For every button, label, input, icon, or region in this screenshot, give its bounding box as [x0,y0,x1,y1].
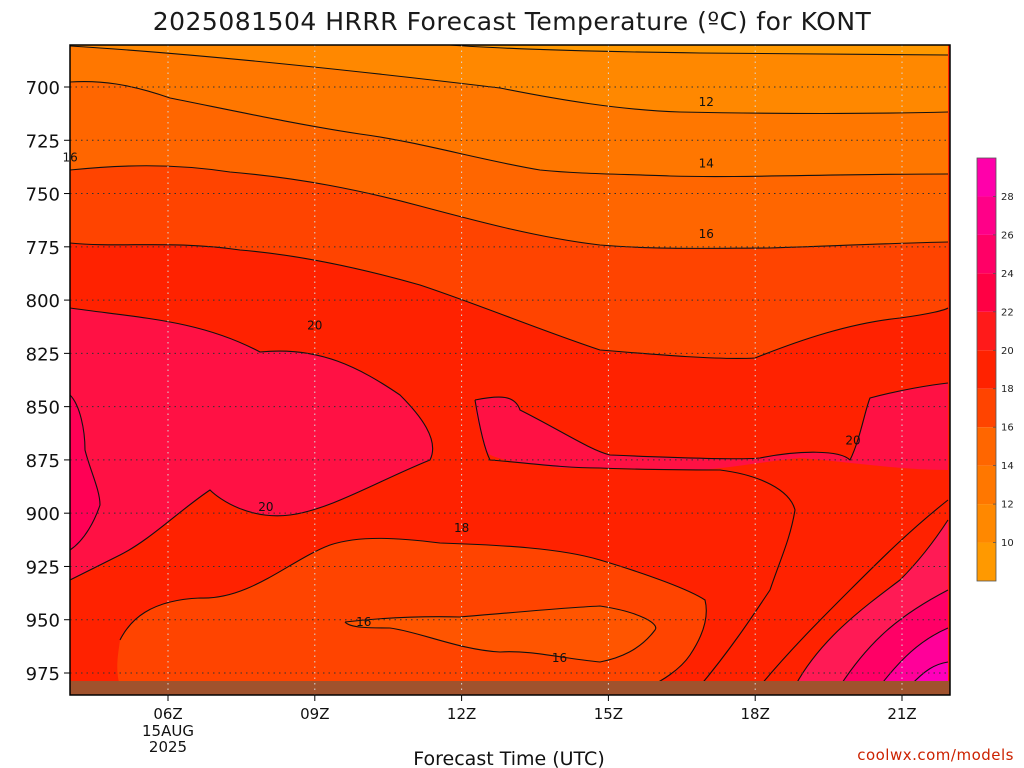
contour-label: 16 [699,227,714,241]
colorbar-swatch [977,196,996,235]
x-axis: 06Z 09Z 12Z 15Z 18Z 21Z [153,695,917,723]
y-tick-label: 925 [26,557,60,578]
fill-band-8-10 [450,45,948,55]
contour-line [794,519,949,687]
x-tick-label: 12Z [447,705,476,723]
svg-text:20: 20 [845,434,860,448]
colorbar-swatch [977,158,996,197]
y-tick-label: 975 [26,664,60,685]
contour-label: 14 [699,157,714,171]
colorbar-label: 16 [1001,423,1014,434]
x-axis-label: Forecast Time (UTC) [413,748,604,768]
y-tick-label: 700 [26,78,60,99]
contour-lines [69,44,949,687]
contour-line [879,627,949,687]
svg-text:12: 12 [699,95,714,109]
colorbar-swatch [977,388,996,428]
colorbar-swatch [977,273,996,312]
contour-label: 12 [699,95,714,109]
colorbar-label: 26 [1001,230,1014,241]
contour-line [69,45,949,115]
fill-band-20-22-center [475,383,948,470]
colorbar-label: 12 [1001,500,1014,511]
y-tick-label: 775 [26,238,60,259]
y-tick-label: 800 [26,291,60,312]
x-tick-label: 21Z [887,705,916,723]
svg-text:14: 14 [699,157,714,171]
y-tick-label: 950 [26,611,60,632]
contour-line [69,242,949,360]
colorbar-frame [976,157,997,582]
fill-band-left-edge [70,395,100,550]
colorbar-swatch [977,542,996,581]
contour-line [474,382,949,461]
contour-line [759,499,949,687]
contour-line [344,605,657,663]
y-tick-label: 900 [26,504,60,525]
colorbar-swatch [977,427,996,466]
contour-line [839,589,949,687]
terrain-surface [70,681,950,695]
colorbar-swatch [977,350,996,389]
y-tick-label: 875 [26,451,60,472]
contour-line [119,537,707,687]
contour-line [69,165,949,249]
credit-text: coolwx.com/models [857,746,1014,764]
contour-label: 20 [845,434,860,448]
chart-title: 2025081504 HRRR Forecast Temperature (ºC… [153,7,872,36]
colorbar-label: 20 [1001,346,1014,357]
colorbar-swatch [977,311,996,351]
y-tick-label: 825 [26,344,60,365]
colorbar-swatch [977,465,996,505]
grid-lines [70,45,950,695]
y-axis: 700 725 750 775 800 825 850 875 900 925 950 975 [26,78,70,685]
svg-text:18: 18 [454,521,469,535]
colorbar-label: 18 [1001,384,1014,395]
x-tick-label: 09Z [300,705,329,723]
contour-label: 18 [454,521,469,535]
temperature-fill-bands [70,45,950,695]
x-date-year: 2025 [149,738,187,756]
y-tick-label: 750 [26,185,60,206]
plot-frame [69,44,951,696]
colorbar-swatch [977,234,996,274]
colorbar-label: 24 [1001,269,1014,280]
fill-band-10-12 [70,45,948,114]
x-tick-label: 06Z [153,705,182,723]
colorbar-label: 14 [1001,461,1014,472]
colorbar-label: 28 [1001,192,1014,203]
x-date-day: 15AUG [142,722,194,740]
contour-line [474,399,796,687]
contour-line [69,307,434,581]
colorbar-label: 10 [1001,538,1014,549]
svg-text:20: 20 [258,500,273,514]
y-tick-label: 850 [26,398,60,419]
colorbar: 10 12 14 16 18 20 22 24 26 28 [976,157,1014,582]
colorbar-swatch [977,504,996,543]
contour-line [69,80,949,178]
fill-band-28-plus [910,662,948,686]
y-tick-label: 725 [26,131,60,152]
x-tick-label: 15Z [594,705,623,723]
contour-line [449,44,949,56]
contour-label: 16 [356,615,371,629]
fill-band-20-22-left [70,308,433,580]
contour-label: 16 [552,651,567,665]
colorbar-label: 22 [1001,307,1014,318]
svg-text:16: 16 [356,615,371,629]
x-tick-label: 18Z [741,705,770,723]
contour-line [69,394,101,551]
svg-text:16: 16 [552,651,567,665]
contour-label: 20 [258,500,273,514]
svg-text:16: 16 [699,227,714,241]
